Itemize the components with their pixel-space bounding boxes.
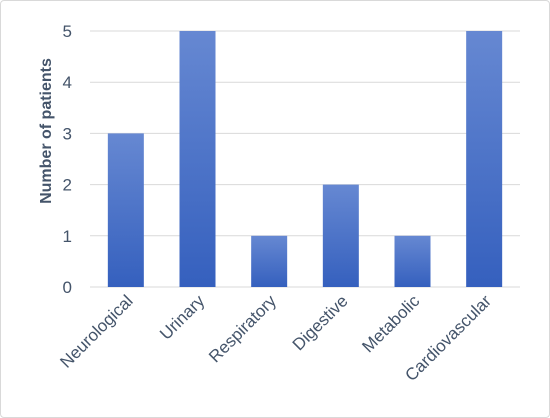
y-tick-label: 2	[63, 176, 72, 195]
y-tick-label: 5	[63, 22, 72, 41]
bars	[107, 31, 503, 287]
bar-metabolic	[394, 235, 431, 287]
y-tick-label: 0	[63, 278, 72, 297]
bar-urinary	[179, 31, 216, 287]
y-axis-ticks: 0 1 2 3 4 5	[63, 22, 72, 297]
x-tick-label: Urinary	[156, 291, 209, 344]
y-axis-title: Number of patients	[38, 58, 55, 204]
x-tick-label: Respiratory	[205, 291, 280, 366]
y-tick-label: 4	[63, 73, 72, 92]
x-tick-label: Digestive	[289, 291, 352, 354]
y-tick-label: 3	[63, 124, 72, 143]
x-tick-label: Metabolic	[358, 291, 423, 356]
bar-neurological	[107, 133, 144, 287]
y-tick-label: 1	[63, 227, 72, 246]
bar-digestive	[322, 184, 359, 287]
x-tick-label: Neurological	[56, 291, 136, 371]
gridlines	[90, 30, 520, 288]
bar-respiratory	[251, 235, 288, 287]
bar-cardiovascular	[466, 31, 503, 287]
